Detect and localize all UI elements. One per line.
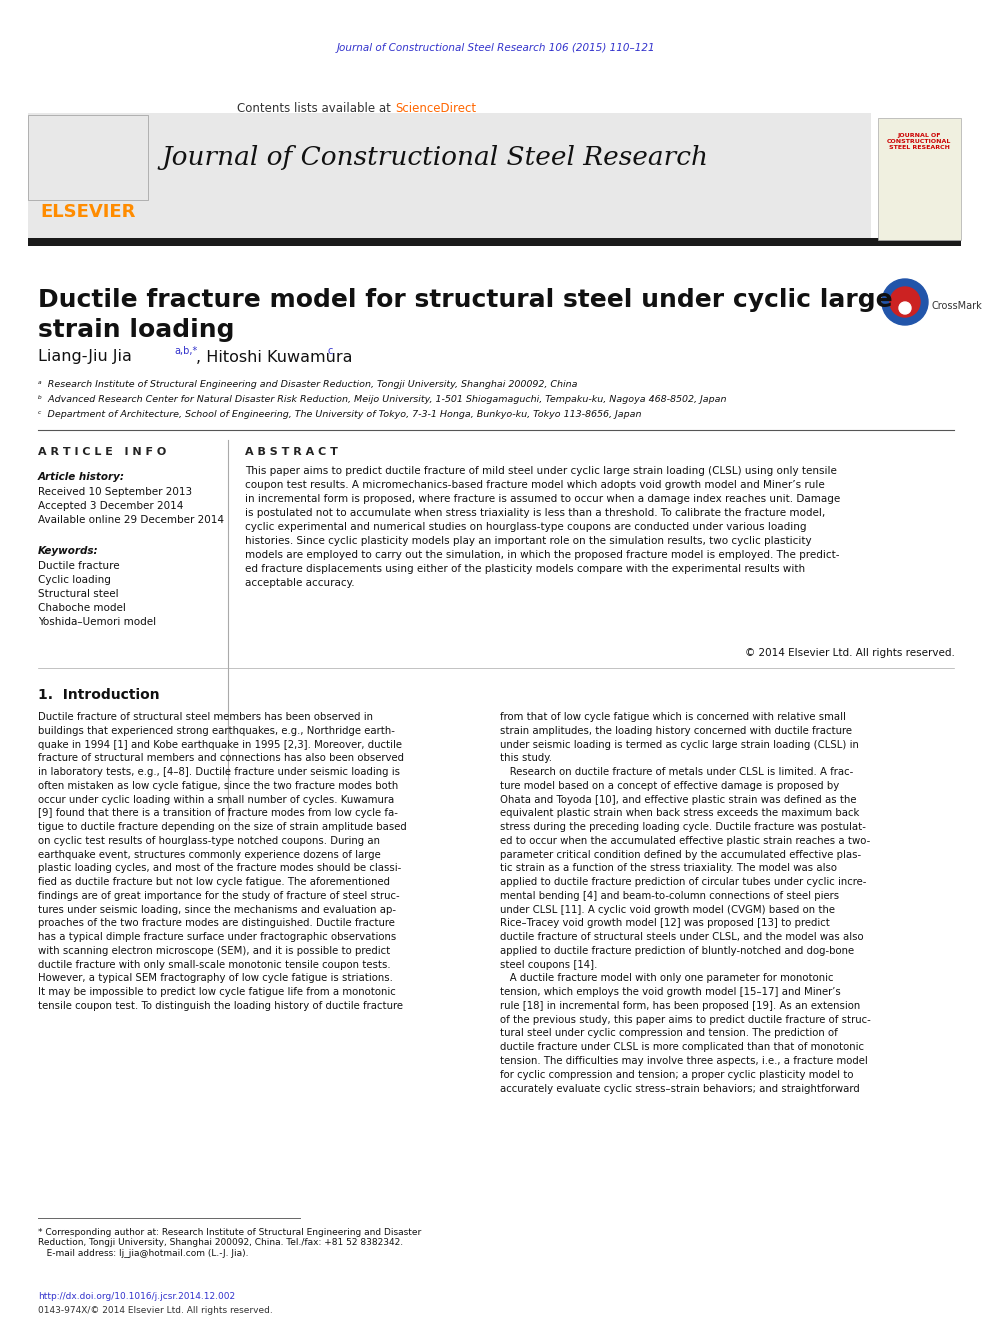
Text: Ductile fracture: Ductile fracture — [38, 561, 120, 572]
Text: Structural steel: Structural steel — [38, 589, 119, 599]
Text: ᵃ  Research Institute of Structural Engineering and Disaster Reduction, Tongji U: ᵃ Research Institute of Structural Engin… — [38, 380, 577, 389]
Text: Accepted 3 December 2014: Accepted 3 December 2014 — [38, 501, 184, 511]
Text: * Corresponding author at: Research Institute of Structural Engineering and Disa: * Corresponding author at: Research Inst… — [38, 1228, 422, 1258]
Text: Ductile fracture model for structural steel under cyclic large
strain loading: Ductile fracture model for structural st… — [38, 288, 893, 341]
Text: Available online 29 December 2014: Available online 29 December 2014 — [38, 515, 224, 525]
Text: c: c — [327, 347, 332, 356]
Text: Yoshida–Uemori model: Yoshida–Uemori model — [38, 617, 156, 627]
Text: CrossMark: CrossMark — [932, 302, 983, 311]
Text: ScienceDirect: ScienceDirect — [395, 102, 476, 115]
Text: Cyclic loading: Cyclic loading — [38, 576, 111, 585]
Text: Contents lists available at: Contents lists available at — [237, 102, 395, 115]
Text: from that of low cycle fatigue which is concerned with relative small
strain amp: from that of low cycle fatigue which is … — [500, 712, 871, 1094]
Text: Ductile fracture of structural steel members has been observed in
buildings that: Ductile fracture of structural steel mem… — [38, 712, 407, 1011]
Text: Journal of Constructional Steel Research 106 (2015) 110–121: Journal of Constructional Steel Research… — [336, 44, 656, 53]
Text: Liang-Jiu Jia: Liang-Jiu Jia — [38, 349, 132, 365]
Text: JOURNAL OF
CONSTRUCTIONAL
STEEL RESEARCH: JOURNAL OF CONSTRUCTIONAL STEEL RESEARCH — [887, 134, 951, 149]
Text: , Hitoshi Kuwamura: , Hitoshi Kuwamura — [196, 349, 352, 365]
Circle shape — [890, 287, 920, 318]
Circle shape — [882, 279, 928, 325]
Text: This paper aims to predict ductile fracture of mild steel under cyclic large str: This paper aims to predict ductile fract… — [245, 466, 840, 587]
Bar — [28, 112, 871, 238]
Text: ELSEVIER: ELSEVIER — [41, 202, 136, 221]
Text: http://dx.doi.org/10.1016/j.jcsr.2014.12.002: http://dx.doi.org/10.1016/j.jcsr.2014.12… — [38, 1293, 235, 1301]
Text: Keywords:: Keywords: — [38, 546, 98, 556]
Text: ᶜ  Department of Architecture, School of Engineering, The University of Tokyo, 7: ᶜ Department of Architecture, School of … — [38, 410, 642, 419]
Bar — [878, 118, 961, 239]
Text: © 2014 Elsevier Ltd. All rights reserved.: © 2014 Elsevier Ltd. All rights reserved… — [745, 648, 955, 658]
Text: a,b,*: a,b,* — [174, 347, 197, 356]
Circle shape — [899, 302, 911, 314]
Text: A R T I C L E   I N F O: A R T I C L E I N F O — [38, 447, 167, 456]
Text: Received 10 September 2013: Received 10 September 2013 — [38, 487, 192, 497]
Text: 0143-974X/© 2014 Elsevier Ltd. All rights reserved.: 0143-974X/© 2014 Elsevier Ltd. All right… — [38, 1306, 273, 1315]
Text: Chaboche model: Chaboche model — [38, 603, 126, 613]
Text: Journal of Constructional Steel Research: Journal of Constructional Steel Research — [162, 146, 708, 171]
Text: Article history:: Article history: — [38, 472, 125, 482]
Text: 1.  Introduction: 1. Introduction — [38, 688, 160, 703]
Bar — [28, 238, 961, 246]
Text: ᵇ  Advanced Research Center for Natural Disaster Risk Reduction, Meijo Universit: ᵇ Advanced Research Center for Natural D… — [38, 396, 726, 404]
Bar — [28, 115, 148, 200]
Text: A B S T R A C T: A B S T R A C T — [245, 447, 338, 456]
